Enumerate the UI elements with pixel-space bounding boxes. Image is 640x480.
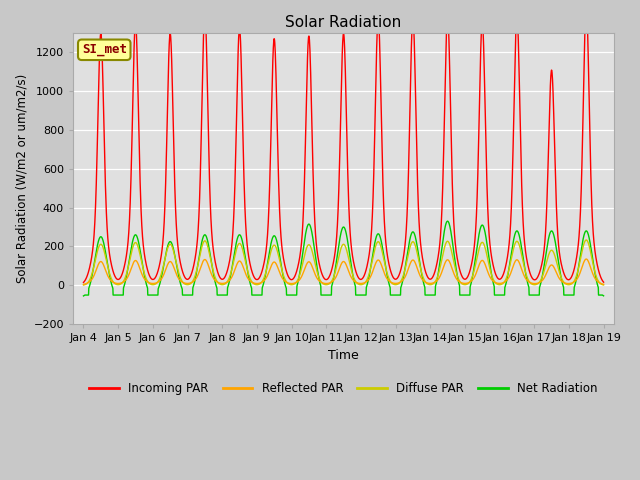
Net Radiation <box>600 293 607 299</box>
Reflected PAR <box>582 256 590 262</box>
Reflected PAR <box>225 278 232 284</box>
Incoming PAR <box>568 273 576 279</box>
Incoming PAR <box>79 279 87 285</box>
Incoming PAR <box>582 4 590 10</box>
Diffuse PAR <box>600 282 607 288</box>
Legend: Incoming PAR, Reflected PAR, Diffuse PAR, Net Radiation: Incoming PAR, Reflected PAR, Diffuse PAR… <box>84 378 602 400</box>
Diffuse PAR <box>582 237 590 243</box>
Net Radiation <box>495 292 502 298</box>
Diffuse PAR <box>568 281 576 287</box>
Diffuse PAR <box>358 282 366 288</box>
X-axis label: Time: Time <box>328 349 359 362</box>
Incoming PAR <box>225 263 232 269</box>
Reflected PAR <box>554 273 561 278</box>
Net Radiation <box>370 247 378 253</box>
Diffuse PAR <box>495 282 502 288</box>
Line: Reflected PAR: Reflected PAR <box>83 259 604 285</box>
Incoming PAR <box>358 276 366 282</box>
Reflected PAR <box>358 280 366 286</box>
Line: Diffuse PAR: Diffuse PAR <box>83 240 604 285</box>
Title: Solar Radiation: Solar Radiation <box>285 15 402 30</box>
Incoming PAR <box>554 228 561 234</box>
Net Radiation <box>444 218 451 224</box>
Net Radiation <box>358 292 366 298</box>
Y-axis label: Solar Radiation (W/m2 or um/m2/s): Solar Radiation (W/m2 or um/m2/s) <box>15 74 28 283</box>
Diffuse PAR <box>554 263 561 269</box>
Reflected PAR <box>568 280 576 286</box>
Line: Net Radiation: Net Radiation <box>83 221 604 296</box>
Diffuse PAR <box>79 282 87 288</box>
Incoming PAR <box>370 180 378 185</box>
Net Radiation <box>225 282 232 288</box>
Reflected PAR <box>600 281 607 287</box>
Line: Incoming PAR: Incoming PAR <box>83 7 604 282</box>
Diffuse PAR <box>370 252 378 258</box>
Reflected PAR <box>370 266 378 272</box>
Net Radiation <box>79 293 87 299</box>
Text: SI_met: SI_met <box>82 43 127 56</box>
Reflected PAR <box>495 280 502 286</box>
Net Radiation <box>554 255 562 261</box>
Net Radiation <box>568 292 576 298</box>
Reflected PAR <box>79 282 87 288</box>
Incoming PAR <box>495 276 502 282</box>
Incoming PAR <box>600 279 607 285</box>
Diffuse PAR <box>225 276 232 282</box>
